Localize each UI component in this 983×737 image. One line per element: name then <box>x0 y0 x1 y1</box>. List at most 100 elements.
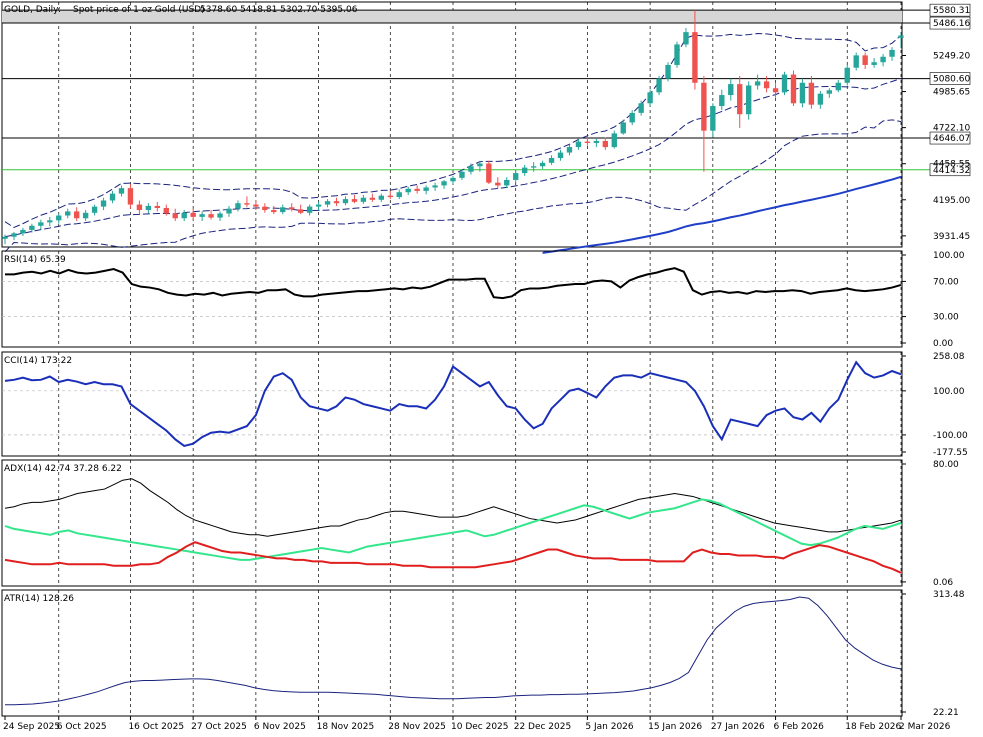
candle-body[interactable] <box>2 236 8 239</box>
candle-body[interactable] <box>486 163 492 183</box>
candle-body[interactable] <box>73 211 80 219</box>
candle-body[interactable] <box>405 188 411 193</box>
candle-body[interactable] <box>701 82 707 131</box>
candle-body[interactable] <box>351 199 358 202</box>
candle-body[interactable] <box>468 166 474 172</box>
candle-body[interactable] <box>521 167 528 174</box>
cci-panel[interactable]: CCI(14) 173.22 258.08 100.00 -100.00 -177.55 <box>1 351 968 458</box>
candle-body[interactable] <box>719 95 725 107</box>
adx-panel[interactable]: ADX(14) 42.74 37.28 6.22 80.00 0.06 <box>1 459 959 588</box>
candle-body[interactable] <box>333 201 340 204</box>
candle-body[interactable] <box>136 204 143 211</box>
candle-body[interactable] <box>65 211 71 216</box>
candle-body[interactable] <box>38 222 44 226</box>
candle-body[interactable] <box>369 197 376 200</box>
candle-body[interactable] <box>315 204 322 207</box>
candle-body[interactable] <box>181 212 187 219</box>
candle-body[interactable] <box>710 106 716 131</box>
candle-body[interactable] <box>441 181 447 186</box>
candle-body[interactable] <box>683 32 689 45</box>
candle-body[interactable] <box>432 185 438 188</box>
candle-body[interactable] <box>20 229 26 234</box>
atr-panel[interactable]: ATR(14) 128.26 313.48 22.21 <box>1 589 965 718</box>
candle-body[interactable] <box>324 201 331 205</box>
rsi-panel[interactable]: RSI(14) 65.39 100.00 70.00 30.00 0.00 <box>1 250 965 349</box>
candle-body[interactable] <box>647 92 653 104</box>
candle-body[interactable] <box>728 84 734 96</box>
candle-body[interactable] <box>235 203 241 209</box>
candle-body[interactable] <box>593 140 600 143</box>
candle-body[interactable] <box>244 203 250 205</box>
candle-body[interactable] <box>423 187 429 191</box>
candle-body[interactable] <box>557 152 564 159</box>
candle-body[interactable] <box>342 199 349 204</box>
candle-body[interactable] <box>217 213 223 218</box>
candle-body[interactable] <box>539 162 546 167</box>
candle-body[interactable] <box>602 140 609 148</box>
candle-body[interactable] <box>145 205 152 211</box>
candle-body[interactable] <box>772 88 779 93</box>
candle-body[interactable] <box>737 84 743 115</box>
candle-body[interactable] <box>898 35 904 38</box>
candle-body[interactable] <box>297 209 304 213</box>
candle-body[interactable] <box>799 82 806 104</box>
candle-body[interactable] <box>47 220 53 223</box>
candle-body[interactable] <box>665 64 671 79</box>
candle-body[interactable] <box>118 188 125 194</box>
candle-body[interactable] <box>414 188 420 191</box>
candle-body[interactable] <box>530 166 537 168</box>
candle-body[interactable] <box>495 182 501 186</box>
candle-body[interactable] <box>208 214 214 218</box>
candle-body[interactable] <box>754 81 761 86</box>
candle-body[interactable] <box>271 210 277 213</box>
candle-body[interactable] <box>226 208 232 214</box>
candle-body[interactable] <box>280 207 286 213</box>
candle-body[interactable] <box>880 56 886 63</box>
candle-body[interactable] <box>745 85 752 115</box>
candle-body[interactable] <box>56 215 62 221</box>
candle-body[interactable] <box>127 188 134 205</box>
candle-body[interactable] <box>629 112 635 123</box>
candle-body[interactable] <box>91 206 98 213</box>
candle-body[interactable] <box>289 207 295 210</box>
candle-body[interactable] <box>638 103 644 113</box>
candle-body[interactable] <box>253 204 259 207</box>
candle-body[interactable] <box>674 44 680 65</box>
candle-body[interactable] <box>826 90 833 94</box>
candle-body[interactable] <box>154 205 161 208</box>
candle-body[interactable] <box>620 122 626 134</box>
candle-body[interactable] <box>378 195 385 200</box>
candle-body[interactable] <box>781 74 788 93</box>
candle-body[interactable] <box>835 82 841 91</box>
candle-body[interactable] <box>808 82 815 105</box>
candle-body[interactable] <box>871 62 877 65</box>
candle-body[interactable] <box>844 67 850 83</box>
candle-body[interactable] <box>109 193 116 201</box>
candle-body[interactable] <box>790 74 797 104</box>
candle-body[interactable] <box>889 49 895 57</box>
candle-body[interactable] <box>11 233 17 237</box>
candle-body[interactable] <box>611 133 617 148</box>
candle-body[interactable] <box>817 93 824 105</box>
candle-body[interactable] <box>262 206 268 211</box>
candle-body[interactable] <box>172 213 178 219</box>
candle-body[interactable] <box>100 200 107 207</box>
candle-body[interactable] <box>450 177 456 182</box>
candle-body[interactable] <box>853 55 859 68</box>
candle-body[interactable] <box>306 206 313 213</box>
candle-body[interactable] <box>575 141 582 148</box>
candle-body[interactable] <box>656 78 662 93</box>
candle-body[interactable] <box>190 212 196 217</box>
candle-body[interactable] <box>584 141 591 143</box>
candle-body[interactable] <box>692 32 698 83</box>
candle-body[interactable] <box>360 197 367 202</box>
candle-body[interactable] <box>82 212 89 219</box>
candle-body[interactable] <box>163 207 169 214</box>
candle-body[interactable] <box>29 225 35 230</box>
candle-body[interactable] <box>477 163 483 167</box>
candle-body[interactable] <box>862 55 868 65</box>
candle-body[interactable] <box>504 179 510 186</box>
candle-body[interactable] <box>396 192 402 198</box>
candle-body[interactable] <box>387 195 393 198</box>
